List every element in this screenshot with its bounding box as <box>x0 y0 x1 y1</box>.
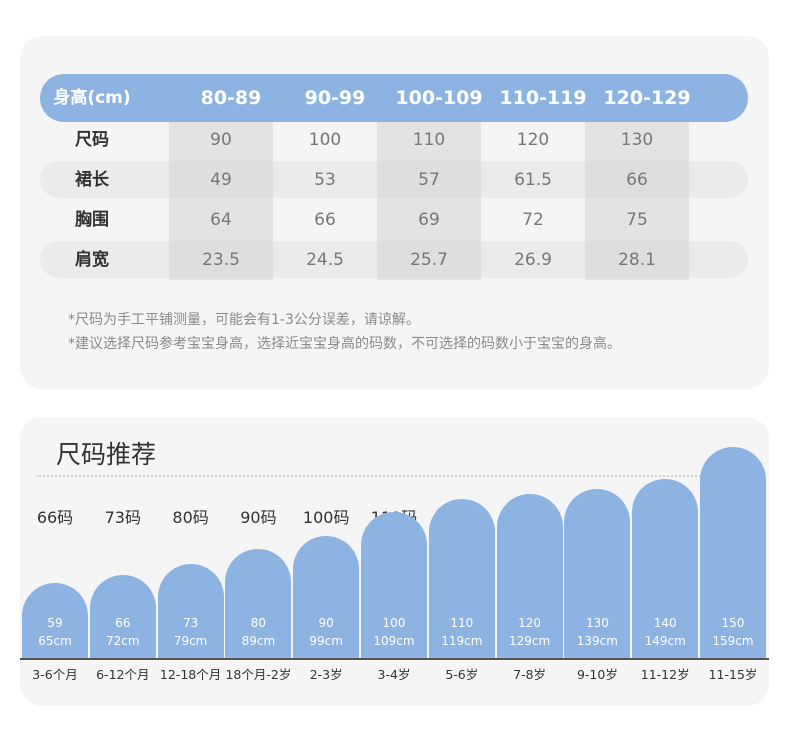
height-range-low: 66 <box>115 616 131 630</box>
column-shade <box>169 161 273 198</box>
height-bar: 140 149cm <box>632 479 699 658</box>
height-range-high: 159cm <box>712 634 754 648</box>
age-label: 2-3岁 <box>309 667 343 682</box>
table-cell: 57 <box>418 170 440 190</box>
table-cell: 110 <box>412 130 446 150</box>
height-range-low: 130 <box>585 616 609 630</box>
size-label: 90码 <box>240 508 277 527</box>
age-label: 9-10岁 <box>576 667 618 682</box>
table-cell: 61.5 <box>514 170 552 190</box>
age-label: 12-18个月 <box>159 667 222 682</box>
header-height-range: 100-109 <box>395 87 483 109</box>
size-label: 66码 <box>36 508 74 527</box>
table-cell: 49 <box>210 170 232 190</box>
column-shade <box>585 241 689 278</box>
header-height-range: 110-119 <box>499 87 587 109</box>
height-range-high: 149cm <box>644 634 686 648</box>
row-label: 肩宽 <box>75 250 109 270</box>
age-label: 11-12岁 <box>640 667 690 682</box>
age-label: 6-12个月 <box>96 667 150 682</box>
height-range-low: 90 <box>318 616 334 630</box>
height-range-high: 89cm <box>241 634 276 648</box>
height-range-high: 65cm <box>38 634 72 648</box>
height-range-low: 73 <box>182 616 199 630</box>
table-cell: 25.7 <box>410 250 448 270</box>
age-label: 3-6个月 <box>32 667 78 682</box>
height-range-low: 150 <box>721 616 745 630</box>
table-cell: 100 <box>308 130 342 150</box>
table-cell: 130 <box>620 130 654 150</box>
height-range-low: 110 <box>450 616 474 630</box>
height-range-high: 99cm <box>309 634 343 648</box>
size-label: 80码 <box>172 508 209 527</box>
height-bar: 110 119cm <box>428 499 495 658</box>
age-label: 18个月-2岁 <box>225 667 292 682</box>
table-cell: 28.1 <box>618 250 656 270</box>
table-cell: 120 <box>516 130 550 150</box>
table-cell: 72 <box>522 210 544 230</box>
height-range-high: 72cm <box>106 634 140 648</box>
table-cell: 75 <box>626 210 648 230</box>
column-shade <box>377 241 481 278</box>
table-cell: 64 <box>210 210 232 230</box>
header-height-range: 80-89 <box>200 87 262 109</box>
age-label: 5-6岁 <box>445 667 479 682</box>
size-table-card: 身高(cm) 80-89 90-99 100-109 110-119 120-129 尺码… <box>20 36 769 389</box>
table-cell: 66 <box>314 210 336 230</box>
height-range-high: 119cm <box>441 634 483 648</box>
height-range-low: 120 <box>518 616 542 630</box>
size-label: 100码 <box>302 508 350 527</box>
height-range-high: 129cm <box>508 634 551 648</box>
size-label: 73码 <box>104 508 141 527</box>
dotted-divider <box>36 475 753 477</box>
table-cell: 26.9 <box>514 250 552 270</box>
height-range-high: 109cm <box>373 634 415 648</box>
height-range-low: 80 <box>250 616 267 630</box>
header-height-label: 身高(cm) <box>53 88 131 108</box>
recommendation-title: 尺码推荐 <box>56 440 157 469</box>
measurement-note: *尺码为手工平铺测量，可能会有1-3公分误差，请谅解。 <box>68 312 420 328</box>
column-shade <box>377 161 481 198</box>
height-bar: 100 109cm <box>361 512 427 658</box>
size-recommendation-card: 尺码推荐 66码 59 65cm 3-6个月 73码 66 72cm 6-12个月 80码 73 7… <box>20 417 769 706</box>
table-cell: 90 <box>210 130 232 150</box>
height-range-high: 139cm <box>576 634 618 648</box>
height-range-low: 59 <box>47 616 63 630</box>
height-range-low: 140 <box>653 616 677 630</box>
table-cell: 23.5 <box>202 250 240 270</box>
table-cell: 24.5 <box>306 250 344 270</box>
table-cell: 66 <box>626 170 648 190</box>
height-bar: 66 72cm <box>89 575 156 658</box>
row-label: 裙长 <box>75 170 109 190</box>
age-label: 11-15岁 <box>708 667 758 682</box>
age-label: 3-4岁 <box>377 667 411 682</box>
column-shade <box>585 161 689 198</box>
height-range-high: 79cm <box>173 634 208 648</box>
height-bar: 150 159cm <box>700 447 766 658</box>
header-height-range: 90-99 <box>304 87 366 109</box>
height-bar: 73 79cm <box>157 564 224 658</box>
baseline <box>20 658 769 660</box>
height-bar: 90 99cm <box>293 536 360 658</box>
table-header: 身高(cm) 80-89 90-99 100-109 110-119 120-129 <box>40 74 748 122</box>
height-bar: 120 129cm <box>496 494 563 658</box>
row-label: 胸围 <box>75 210 109 230</box>
height-bar: 80 89cm <box>225 549 292 658</box>
header-height-range: 120-129 <box>603 87 691 109</box>
age-label: 7-8岁 <box>513 667 547 682</box>
column-shade <box>169 241 273 278</box>
row-label: 尺码 <box>75 130 109 150</box>
height-bar: 130 139cm <box>564 489 631 658</box>
selection-note: *建议选择尺码参考宝宝身高，选择近宝宝身高的码数，不可选择的码数小于宝宝的身高。 <box>68 336 621 352</box>
table-cell: 69 <box>418 210 440 230</box>
table-cell: 53 <box>314 170 336 190</box>
height-range-low: 100 <box>382 616 406 630</box>
height-bar: 59 65cm <box>22 583 88 658</box>
